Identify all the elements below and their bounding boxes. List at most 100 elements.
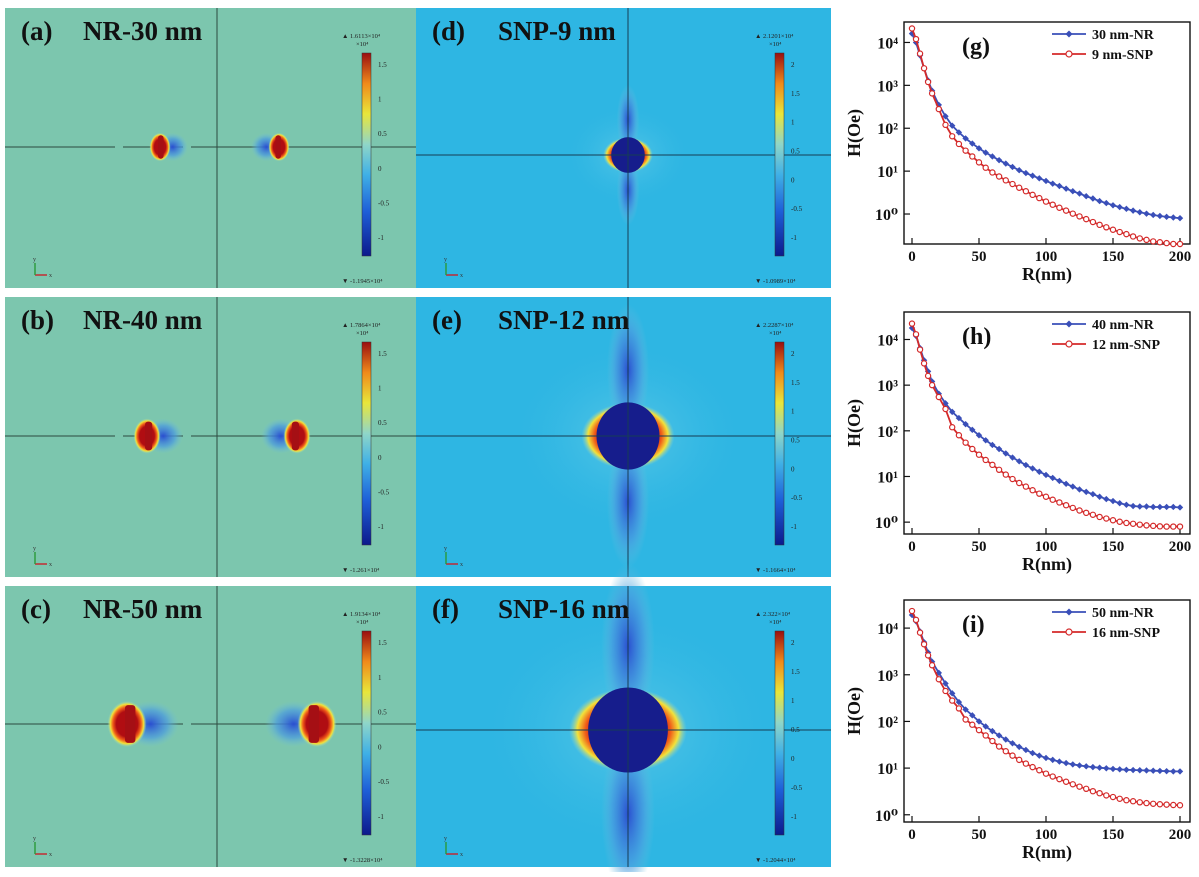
data-point [1123, 501, 1130, 508]
data-point [1083, 488, 1090, 496]
colorbar-min-label: ▼ -1.261×10⁴ [342, 567, 380, 574]
nanorod [158, 135, 164, 159]
data-point [1056, 775, 1063, 783]
data-point [1016, 743, 1023, 751]
data-point [1136, 209, 1143, 216]
x-tick-label: 100 [1035, 249, 1058, 265]
colorbar-exponent-label: ×10⁴ [769, 41, 782, 48]
data-point [1036, 194, 1043, 202]
data-point [1056, 182, 1063, 190]
data-point [1163, 523, 1170, 530]
data-point [962, 706, 969, 713]
data-point [1069, 781, 1077, 788]
data-point [1103, 515, 1110, 522]
data-point [1029, 191, 1036, 199]
data-point [1036, 752, 1043, 759]
colorbar-max-label: ▲ 2.2287×10⁴ [755, 322, 794, 329]
data-point [1123, 766, 1130, 773]
legend-marker [1065, 320, 1073, 328]
data-point [1083, 763, 1090, 770]
data-point [1123, 230, 1130, 238]
panel-letter: (c) [21, 594, 51, 624]
data-point [1156, 767, 1164, 775]
colorbar-tick-label: 1 [378, 96, 382, 104]
data-point [969, 140, 976, 147]
data-point [1049, 756, 1056, 764]
data-point [1016, 479, 1023, 487]
data-point [924, 78, 932, 86]
data-point [1076, 507, 1083, 514]
data-point [995, 445, 1003, 453]
data-point [1089, 511, 1097, 518]
data-point [989, 441, 996, 449]
data-point [982, 723, 989, 730]
data-point [995, 743, 1003, 750]
nanorod [308, 705, 319, 743]
data-point [1163, 239, 1170, 247]
data-point [1029, 487, 1036, 494]
colorbar-exponent-label: ×10⁴ [356, 619, 369, 626]
y-tick-label: 10¹ [877, 761, 898, 778]
colorbar [361, 341, 372, 546]
colorbar-tick-label: 2 [791, 639, 795, 647]
data-point [1136, 235, 1144, 242]
data-point [1116, 203, 1123, 211]
colorbar [774, 630, 785, 836]
data-point [942, 113, 949, 120]
colorbar-tick-label: -0.5 [791, 494, 803, 502]
colorbar-exponent-label: ×10⁴ [356, 41, 369, 48]
colorbar-tick-label: 0 [791, 465, 795, 473]
data-point [1109, 226, 1117, 233]
nanorod [125, 705, 136, 743]
data-point [1156, 239, 1164, 246]
x-tick-label: 150 [1102, 827, 1125, 843]
data-point [1129, 766, 1137, 774]
colorbar-tick-label: -0.5 [791, 784, 803, 792]
colorbar-tick-label: 0 [378, 454, 382, 462]
data-point [1056, 758, 1063, 765]
data-point [1116, 795, 1123, 802]
data-point [1170, 503, 1177, 511]
y-tick-label: 10⁴ [877, 332, 898, 349]
data-point [1082, 215, 1090, 223]
panel-title: NR-30 nm [83, 16, 203, 46]
data-point [1176, 802, 1184, 809]
y-tick-label: 10³ [877, 668, 898, 685]
data-point [1009, 475, 1016, 483]
data-point [1009, 180, 1016, 188]
field-background [5, 297, 418, 577]
data-point [942, 680, 949, 687]
data-point [1036, 175, 1043, 182]
data-point [916, 346, 924, 353]
data-point [908, 607, 916, 615]
axis-x-label: x [49, 273, 52, 279]
panel-letter: (h) [962, 324, 991, 350]
data-point [1149, 238, 1157, 245]
panel-title: NR-50 nm [83, 594, 203, 624]
data-point [920, 65, 928, 72]
colorbar [361, 52, 372, 257]
data-point [1116, 499, 1123, 507]
data-point [955, 698, 963, 706]
colorbar [774, 52, 785, 257]
data-point [1163, 503, 1170, 511]
data-point [1156, 212, 1164, 220]
data-point [1150, 503, 1157, 511]
x-tick-label: 150 [1102, 539, 1125, 555]
data-point [1062, 480, 1070, 488]
y-tick-label: 10⁴ [877, 35, 898, 52]
axis-y-label: y [33, 257, 36, 263]
axis-y-label: y [33, 836, 36, 842]
data-point [955, 432, 963, 439]
data-point [1150, 211, 1157, 219]
data-point [1129, 207, 1137, 214]
colorbar-min-label: ▼ -1.3228×10⁴ [342, 857, 383, 864]
colorbar-tick-label: 0.5 [378, 130, 387, 138]
panel-letter: (d) [432, 16, 465, 46]
legend-label: 16 nm-SNP [1092, 626, 1161, 641]
data-point [989, 169, 996, 176]
axis-y-label: y [444, 546, 447, 552]
colorbar-tick-label: -0.5 [378, 488, 390, 496]
data-point [975, 432, 983, 439]
line-chart-g: 0 50 100 150 200 10⁰ 10¹ 10² 10³ 10⁴ R(nm) H(Oe) (g)… [844, 21, 1191, 285]
